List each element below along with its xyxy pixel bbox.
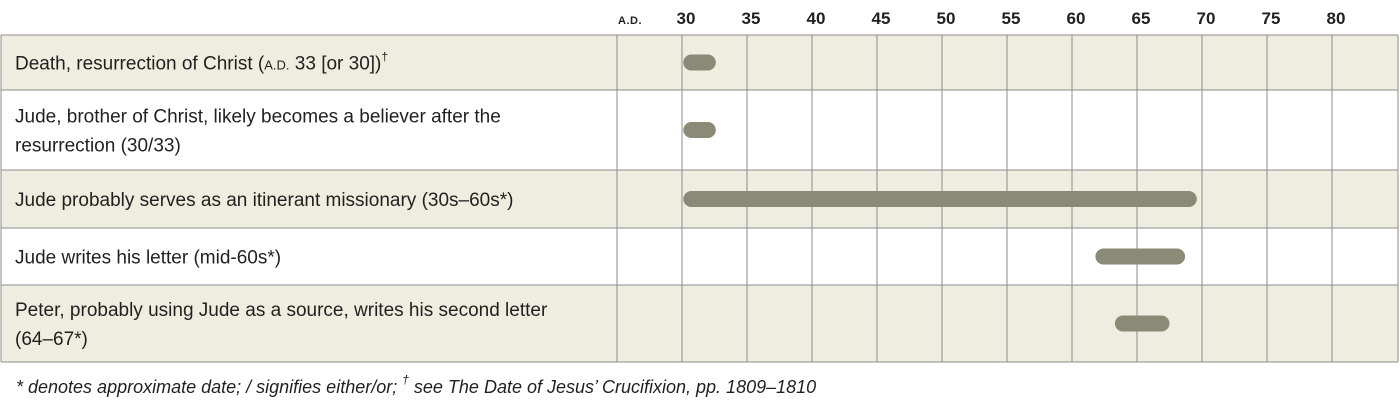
footnote-text-2: see The Date of Jesus’ Crucifixion, pp. … [409,377,816,397]
duration-bar [1114,315,1170,332]
year-tick-label: 80 [1327,9,1346,28]
event-label: Peter, probably using Jude as a source, … [15,300,548,350]
duration-bar [683,54,716,71]
duration-bar [683,191,1197,207]
footnote-text-1: * denotes approximate date; / signifies … [16,377,402,397]
event-label: Jude probably serves as an itinerant mis… [15,190,513,211]
year-tick-label: 30 [677,9,696,28]
year-tick-label: 45 [872,9,891,28]
year-tick-label: 50 [937,9,956,28]
year-tick-label: 55 [1002,9,1021,28]
event-label: Jude writes his letter (mid-60s*) [15,248,281,269]
year-tick-label: 40 [807,9,826,28]
year-tick-label: 70 [1197,9,1216,28]
event-label: Jude, brother of Christ, likely becomes … [15,107,501,157]
row-shade [1,285,1398,362]
era-label: A.D. [618,15,642,27]
footnote: * denotes approximate date; / signifies … [16,373,816,397]
year-tick-label: 35 [742,9,761,28]
duration-bar [683,122,716,138]
footnote-dagger: † [402,373,409,387]
year-tick-label: 65 [1132,9,1151,28]
event-label: Death, resurrection of Christ (A.D. 33 [… [15,50,388,75]
year-tick-label: 75 [1262,9,1281,28]
duration-bar [1095,248,1186,265]
year-tick-label: 60 [1067,9,1086,28]
